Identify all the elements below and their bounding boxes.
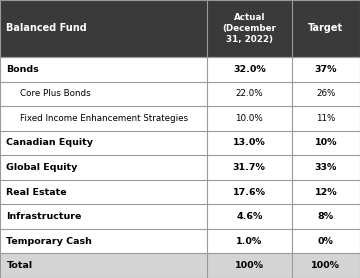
- Text: Target: Target: [308, 24, 343, 33]
- Bar: [0, 0, 360, 57]
- Text: 17.6%: 17.6%: [233, 188, 266, 197]
- Text: 4.6%: 4.6%: [236, 212, 262, 221]
- Text: 26%: 26%: [316, 89, 336, 98]
- Text: Canadian Equity: Canadian Equity: [6, 138, 94, 147]
- Text: 32.0%: 32.0%: [233, 65, 266, 74]
- Text: Global Equity: Global Equity: [6, 163, 78, 172]
- Text: 0%: 0%: [318, 237, 334, 246]
- Text: 37%: 37%: [315, 65, 337, 74]
- Text: 100%: 100%: [235, 261, 264, 270]
- Text: 31.7%: 31.7%: [233, 163, 266, 172]
- Text: 10.0%: 10.0%: [235, 114, 263, 123]
- Bar: [0, 254, 360, 278]
- Bar: [0, 131, 360, 155]
- Bar: [0, 204, 360, 229]
- Bar: [0, 155, 360, 180]
- Text: 100%: 100%: [311, 261, 340, 270]
- Text: Fixed Income Enhancement Strategies: Fixed Income Enhancement Strategies: [20, 114, 188, 123]
- Text: 1.0%: 1.0%: [236, 237, 262, 246]
- Text: 13.0%: 13.0%: [233, 138, 266, 147]
- Text: Balanced Fund: Balanced Fund: [6, 24, 87, 33]
- Text: 11%: 11%: [316, 114, 336, 123]
- Text: Real Estate: Real Estate: [6, 188, 67, 197]
- Text: Temporary Cash: Temporary Cash: [6, 237, 93, 246]
- Text: Infrastructure: Infrastructure: [6, 212, 82, 221]
- Bar: [0, 57, 360, 81]
- Text: 33%: 33%: [315, 163, 337, 172]
- Text: Total: Total: [6, 261, 33, 270]
- Text: Core Plus Bonds: Core Plus Bonds: [20, 89, 91, 98]
- Text: Bonds: Bonds: [6, 65, 39, 74]
- Text: 8%: 8%: [318, 212, 334, 221]
- Text: Actual
(December
31, 2022): Actual (December 31, 2022): [222, 13, 276, 44]
- Text: 22.0%: 22.0%: [235, 89, 263, 98]
- Bar: [0, 229, 360, 254]
- Bar: [0, 106, 360, 131]
- Bar: [0, 81, 360, 106]
- Text: 10%: 10%: [315, 138, 337, 147]
- Text: 12%: 12%: [315, 188, 337, 197]
- Bar: [0, 180, 360, 204]
